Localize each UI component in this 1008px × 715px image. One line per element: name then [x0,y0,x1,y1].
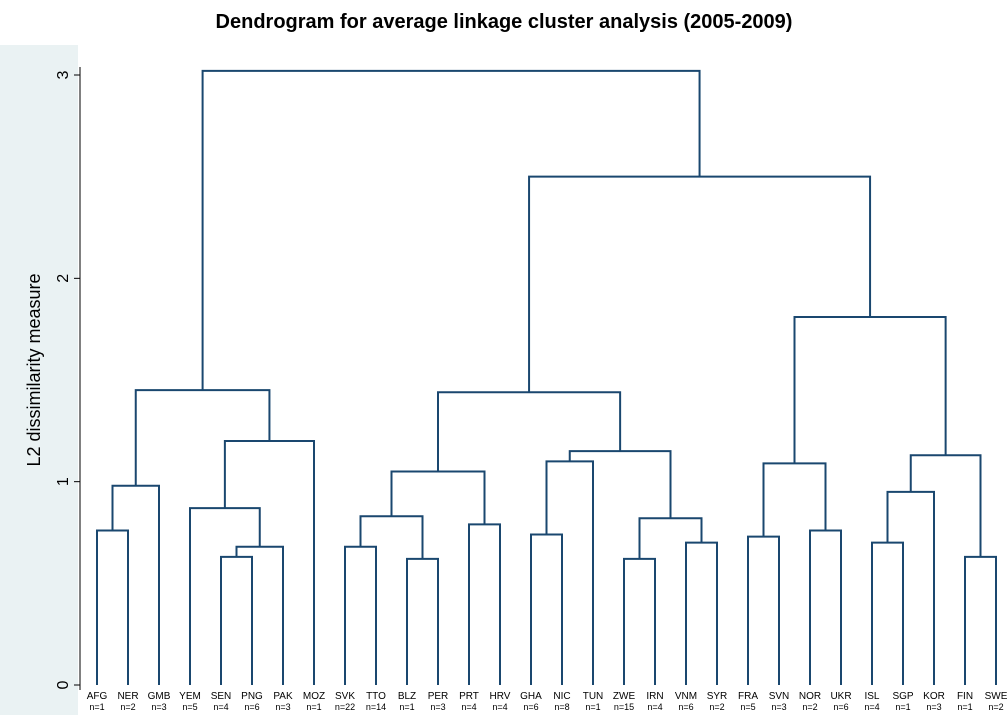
leaf-label: SEN [211,691,232,702]
leaf-label: KOR [923,691,945,702]
chart-title: Dendrogram for average linkage cluster a… [216,11,793,33]
leaf-label: GMB [148,691,171,702]
leaf-count: n=1 [585,702,600,712]
leaf-label: VNM [675,691,697,702]
leaf-label: TTO [366,691,386,702]
leaf-label: SWE [985,691,1008,702]
leaf-label: PAK [273,691,293,702]
leaf-label: SVK [335,691,355,702]
leaf-count: n=6 [523,702,538,712]
leaf-label: SGP [892,691,913,702]
leaf-count: n=4 [647,702,662,712]
merge-link [201,69,701,391]
merge-link [871,541,904,685]
leaf-count: n=2 [802,702,817,712]
leaf-label: BLZ [398,691,416,702]
leaf-count: n=14 [366,702,386,712]
leaf-count: n=5 [740,702,755,712]
leaf-count: n=1 [89,702,104,712]
leaf-label: NER [117,691,138,702]
merge-link [568,450,672,519]
leaf-count: n=2 [709,702,724,712]
leaf-count: n=3 [430,702,445,712]
merge-link [220,555,253,685]
leaf-count: n=3 [151,702,166,712]
leaf-label: TUN [583,691,604,702]
merge-link [344,545,377,685]
leaf-count: n=2 [988,702,1003,712]
leaf-label: UKR [830,691,851,702]
leaf-label: NIC [553,691,570,702]
leaf-count: n=1 [306,702,321,712]
leaf-count: n=8 [554,702,569,712]
leaf-count: n=6 [244,702,259,712]
leaf-count: n=3 [275,702,290,712]
merge-link [437,391,622,472]
merge-link [909,454,982,557]
merge-link [809,529,842,685]
y-tick-label: 1 [55,477,72,486]
merge-link [235,545,284,685]
leaf-label: AFG [87,691,108,702]
y-tick-label: 0 [55,680,72,689]
leaf-label: MOZ [303,691,325,702]
leaf-count: n=4 [213,702,228,712]
leaf-label: PRT [459,691,479,702]
leaf-label: GHA [520,691,542,702]
merge-link [793,315,947,464]
leaf-count: n=2 [120,702,135,712]
merge-link [623,557,656,685]
leaf-label: FIN [957,691,973,702]
y-tick-label: 3 [55,70,72,79]
leaf-count: n=4 [461,702,476,712]
merge-link [406,557,439,685]
leaf-count: n=5 [182,702,197,712]
leaf-label: ZWE [613,691,636,702]
leaf-label: SVN [769,691,790,702]
merge-link [545,460,594,685]
leaf-label: IRN [646,691,663,702]
merge-link [134,389,271,486]
merge-link [747,535,780,685]
merge-link [886,490,935,685]
merge-link [685,541,718,685]
merge-link [528,175,872,393]
leaf-count: n=3 [771,702,786,712]
leaf-label: SYR [707,691,728,702]
merge-link [762,462,827,537]
merge-link [964,555,997,685]
leaf-count: n=22 [335,702,355,712]
merge-link [223,440,315,685]
leaf-label: ISL [864,691,879,702]
leaf-count: n=4 [864,702,879,712]
axis-panel [0,45,78,715]
leaf-count: n=3 [926,702,941,712]
merge-link [530,533,563,685]
leaf-count: n=1 [957,702,972,712]
leaf-label: HRV [490,691,511,702]
y-tick-label: 2 [55,274,72,283]
leaf-count: n=4 [492,702,507,712]
leaf-label: PNG [241,691,263,702]
merge-link [468,523,501,685]
leaf-count: n=15 [614,702,634,712]
leaf-count: n=6 [833,702,848,712]
y-axis-title: L2 dissimilarity measure [24,273,44,466]
leaf-count: n=1 [895,702,910,712]
merge-link [111,484,160,685]
leaf-label: PER [428,691,449,702]
leaf-label: FRA [738,691,758,702]
leaf-count: n=1 [399,702,414,712]
merge-link [638,517,703,559]
leaf-label: YEM [179,691,201,702]
merge-link [359,515,424,559]
merge-link [189,507,261,685]
leaf-count: n=6 [678,702,693,712]
leaf-label: NOR [799,691,821,702]
merge-link [96,529,129,685]
